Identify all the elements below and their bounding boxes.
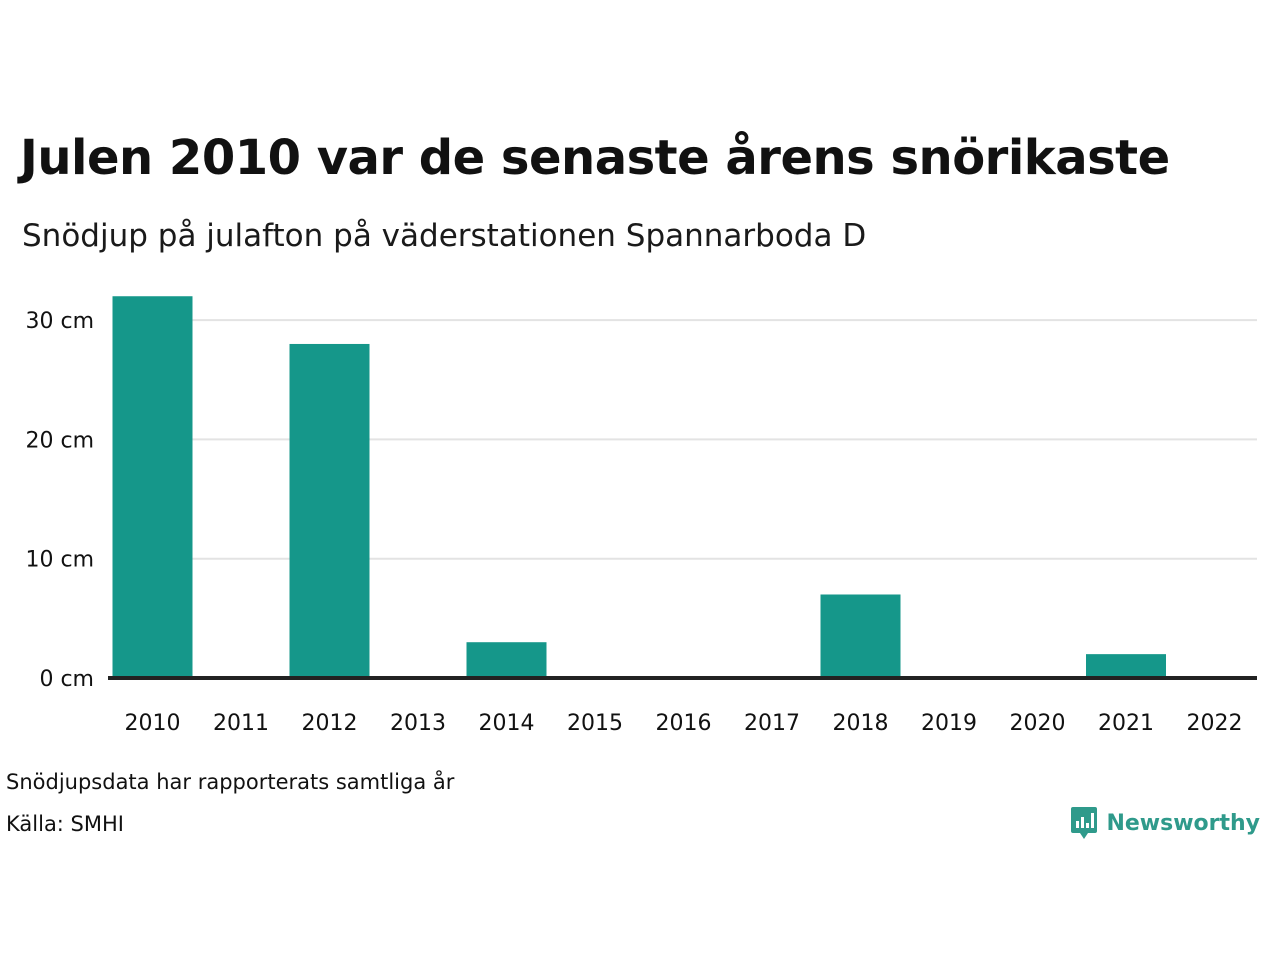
bar-2010: [112, 296, 193, 678]
x-tick-label: 2020: [1010, 711, 1066, 736]
x-tick-label: 2010: [125, 711, 181, 736]
y-tick-label: 30 cm: [25, 309, 94, 334]
bar-chart: 0 cm 10 cm 20 cm 30 cm 2010 2011 2012 2013 2014…: [25, 296, 1257, 736]
bar-2018: [820, 594, 901, 678]
newsworthy-logo: Newsworthy: [1070, 806, 1260, 840]
y-tick-label: 0 cm: [39, 667, 94, 692]
chart-subtitle: Snödjup på julafton på väderstationen Sp…: [22, 218, 867, 254]
y-tick-label: 10 cm: [25, 548, 94, 573]
x-tick-label: 2011: [213, 711, 269, 736]
x-tick-label: 2014: [479, 711, 535, 736]
source-note: Källa: SMHI: [6, 812, 124, 836]
x-tick-label: 2018: [833, 711, 889, 736]
bar-2021: [1086, 654, 1166, 678]
x-tick-label: 2012: [302, 711, 358, 736]
x-tick-label: 2019: [921, 711, 977, 736]
chart-title: Julen 2010 var de senaste årens snörikas…: [20, 130, 1170, 186]
x-tick-label: 2016: [656, 711, 712, 736]
footnote: Snödjupsdata har rapporterats samtliga å…: [6, 770, 455, 794]
x-tick-label: 2017: [744, 711, 800, 736]
bar-2014: [466, 642, 547, 678]
x-tick-label: 2022: [1187, 711, 1243, 736]
x-tick-label: 2021: [1098, 711, 1154, 736]
bars: [112, 296, 1166, 678]
x-tick-label: 2013: [390, 711, 446, 736]
brand-name: Newsworthy: [1106, 810, 1260, 836]
y-tick-label: 20 cm: [25, 428, 94, 453]
y-axis-tick-labels: 0 cm 10 cm 20 cm 30 cm: [25, 309, 94, 692]
bar-2012: [289, 343, 370, 678]
bar-chart-speech-bubble-icon: [1071, 807, 1098, 839]
x-tick-label: 2015: [567, 711, 623, 736]
x-axis-tick-labels: 2010 2011 2012 2013 2014 2015 2016 2017 2018 2019…: [125, 711, 1243, 736]
